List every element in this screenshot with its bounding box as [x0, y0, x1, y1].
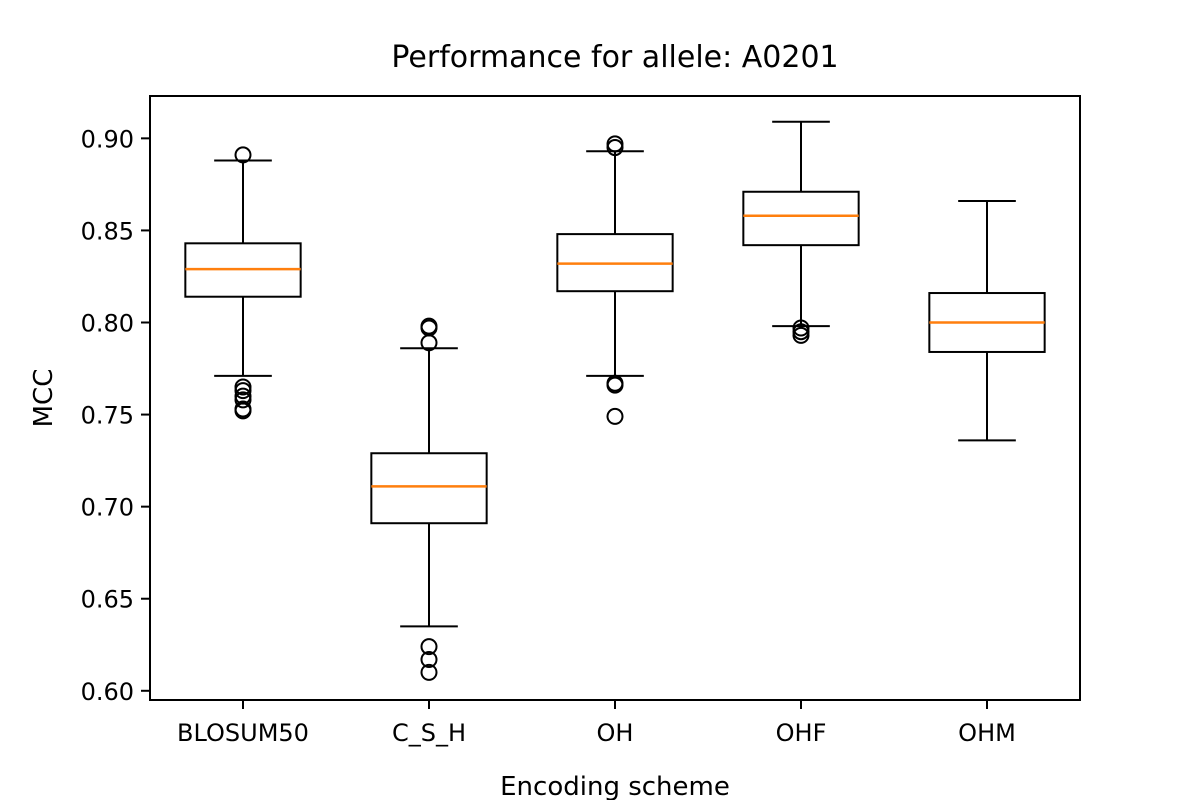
x-tick-label: OHM [958, 719, 1016, 747]
x-tick-label: BLOSUM50 [177, 719, 309, 747]
y-tick-label: 0.80 [81, 310, 134, 338]
x-tick-label: OHF [776, 719, 827, 747]
box-ohf [742, 190, 860, 247]
y-tick-label: 0.85 [81, 217, 134, 245]
outlier-point-blosum50 [234, 402, 252, 420]
outlier-point-blosum50 [234, 391, 252, 409]
outlier-point-oh [606, 376, 624, 394]
chart-title: Performance for allele: A0201 [391, 40, 838, 75]
x-tick-label: C_S_H [392, 719, 466, 747]
outlier-point-blosum50 [234, 146, 252, 164]
y-tick-label: 0.90 [81, 125, 134, 153]
x-axis-title: Encoding scheme [500, 772, 730, 800]
y-tick-label: 0.65 [81, 586, 134, 614]
y-axis-title: MCC [29, 369, 59, 428]
outlier-point-c-s-h [420, 334, 438, 352]
outlier-point-c-s-h [420, 650, 438, 668]
outlier-point-c-s-h [420, 638, 438, 656]
y-tick-label: 0.70 [81, 494, 134, 522]
x-tick-label: OH [597, 719, 634, 747]
y-tick-label: 0.75 [81, 402, 134, 430]
outlier-point-c-s-h [420, 663, 438, 681]
y-tick-label: 0.60 [81, 678, 134, 706]
box-c-s-h [370, 452, 488, 525]
plot-frame [149, 95, 1081, 701]
plot-area: 0.60 0.65 0.70 0.75 0.80 0.85 0.90 BLOSUM50 C_S_… [81, 120, 1046, 747]
outlier-point-oh [606, 139, 624, 157]
outlier-point-ohf [792, 326, 810, 344]
outlier-point-blosum50 [234, 382, 252, 400]
outlier-point-oh [606, 407, 624, 425]
